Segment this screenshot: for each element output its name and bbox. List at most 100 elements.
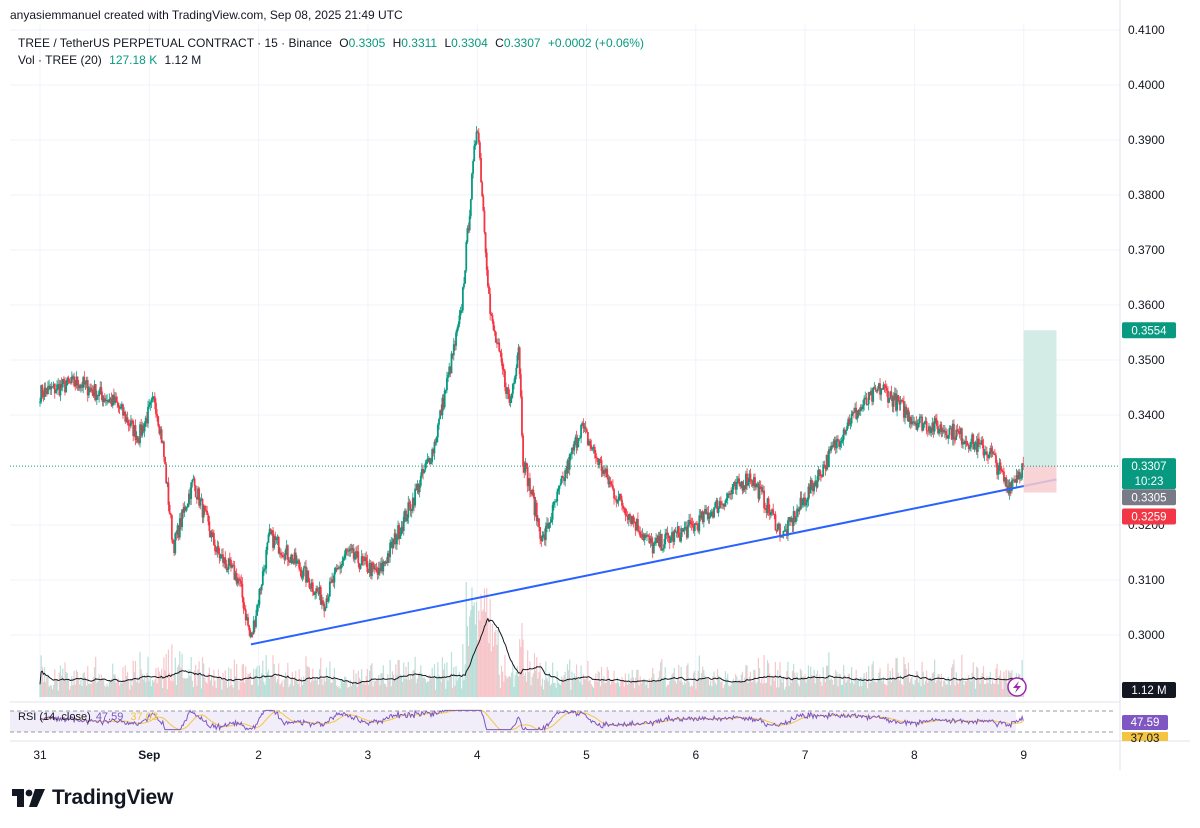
candle-body <box>609 481 612 485</box>
volume-bar <box>891 668 894 697</box>
volume-bar <box>945 683 947 697</box>
candle-body <box>727 493 730 495</box>
volume-bar <box>814 683 816 697</box>
high-label: H <box>392 36 402 50</box>
volume-bar <box>267 669 270 697</box>
volume-bar <box>868 665 870 697</box>
candle-body <box>73 376 76 386</box>
volume-bar <box>949 685 952 697</box>
candle-body <box>349 548 352 551</box>
volume-bar <box>749 671 752 697</box>
candle-body <box>474 144 477 146</box>
candle-body <box>549 522 552 524</box>
volume-bar <box>781 682 783 697</box>
candle-body <box>1004 477 1006 482</box>
volume-bar <box>831 679 833 697</box>
volume-bar <box>519 639 521 697</box>
volume-bar <box>768 663 770 697</box>
volume-bar <box>226 687 229 697</box>
candle-body <box>454 344 456 346</box>
candle-body <box>666 532 669 536</box>
candle-body <box>443 390 446 408</box>
volume-bar <box>192 687 195 697</box>
candle-body <box>807 486 810 501</box>
volume-bar <box>797 683 799 697</box>
candle-body <box>259 589 262 591</box>
candle-body <box>563 477 565 482</box>
volume-bar <box>591 686 594 697</box>
volume-bar <box>351 682 354 697</box>
candle-body <box>302 567 305 577</box>
candle-body <box>650 538 653 544</box>
candle-body <box>677 526 680 537</box>
candle-body <box>588 441 590 445</box>
candle-body <box>464 270 467 284</box>
volume-bar <box>515 672 517 697</box>
candle-body <box>561 475 564 478</box>
candle-body <box>441 397 444 415</box>
candle-body <box>306 570 309 583</box>
candle-body <box>184 506 187 511</box>
volume-bar <box>203 663 205 697</box>
volume-bar <box>680 666 682 697</box>
volume-bar <box>494 632 496 697</box>
candle-body <box>629 513 631 518</box>
tradingview-logo[interactable]: TradingView <box>12 786 173 810</box>
candle-body <box>565 470 568 474</box>
rsi-label[interactable]: RSI (14, close) <box>18 711 91 723</box>
volume-bar <box>545 661 547 697</box>
candle-body <box>158 425 161 434</box>
volume-bar <box>198 661 200 697</box>
candle-body <box>591 448 594 450</box>
volume-bar <box>762 683 764 697</box>
volume-bar <box>250 684 253 697</box>
volume-bar <box>158 671 160 697</box>
candle-body <box>225 564 228 570</box>
candle-body <box>339 567 341 569</box>
volume-bar <box>633 688 636 697</box>
candle-body <box>651 543 654 554</box>
candle-body <box>735 482 738 490</box>
candle-body <box>140 424 143 436</box>
candle-body <box>265 549 268 569</box>
volume-bar <box>937 674 939 697</box>
candle-body <box>530 490 532 495</box>
volume-bar <box>739 680 741 697</box>
candle-body <box>444 390 447 392</box>
candle-body <box>500 352 503 363</box>
candle-body <box>120 404 123 408</box>
volume-bar <box>88 683 90 697</box>
candle-body <box>310 582 313 588</box>
volume-bar <box>899 674 902 697</box>
candle-body <box>841 439 844 442</box>
candle-body <box>920 416 922 418</box>
candle-body <box>988 454 991 459</box>
volume-bar <box>191 680 193 697</box>
candle-body <box>679 536 681 542</box>
candle-body <box>313 591 315 596</box>
change-value: +0.0002 (+0.06%) <box>547 36 644 50</box>
volume-bar <box>538 672 540 697</box>
volume-bar <box>662 678 664 697</box>
candle-body <box>363 560 365 562</box>
volume-bar <box>269 678 271 697</box>
volume-bar <box>419 672 421 697</box>
volume-bar <box>162 687 164 697</box>
candle-body <box>434 441 437 443</box>
candle-body <box>74 385 77 387</box>
volume-bar <box>373 680 375 697</box>
candle-body <box>86 380 89 396</box>
candle-body <box>327 596 330 602</box>
volume-bar <box>959 678 961 697</box>
candle-body <box>593 446 596 454</box>
candle-body <box>175 533 178 535</box>
candle-body <box>634 522 637 531</box>
volume-bar <box>457 678 459 697</box>
candle-body <box>226 569 229 571</box>
candle-body <box>130 420 132 426</box>
candle-body <box>829 449 831 451</box>
symbol-title[interactable]: TREE / TetherUS PERPETUAL CONTRACT · 15 … <box>18 36 332 50</box>
volume-label[interactable]: Vol · TREE (20) <box>18 53 102 67</box>
lightning-icon[interactable] <box>1007 677 1027 697</box>
